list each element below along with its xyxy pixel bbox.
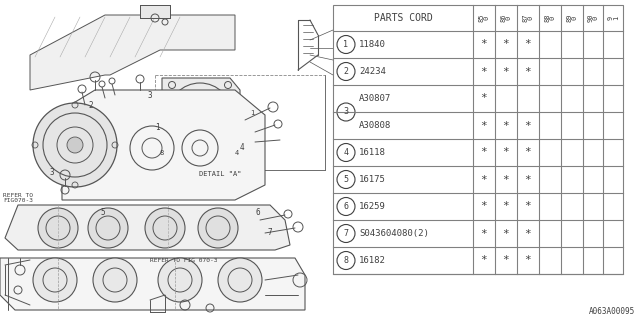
Text: REFER TO
FIG070-3: REFER TO FIG070-3	[3, 193, 33, 203]
Text: DETAIL "A": DETAIL "A"	[199, 171, 241, 177]
Text: 86
0: 86 0	[500, 14, 512, 22]
Polygon shape	[30, 15, 235, 90]
Text: 16182: 16182	[359, 256, 386, 265]
Text: 24234: 24234	[359, 67, 386, 76]
Circle shape	[198, 208, 238, 248]
Text: *: *	[502, 255, 509, 266]
Text: *: *	[481, 121, 488, 131]
Text: 7: 7	[268, 228, 273, 237]
Text: *: *	[502, 148, 509, 157]
Circle shape	[88, 208, 128, 248]
Text: A30808: A30808	[359, 121, 391, 130]
Text: *: *	[502, 67, 509, 76]
Text: *: *	[481, 39, 488, 50]
Circle shape	[145, 208, 185, 248]
Text: 3: 3	[50, 168, 54, 177]
Text: 2: 2	[344, 67, 349, 76]
Text: 89
0: 89 0	[566, 14, 578, 22]
Text: *: *	[525, 121, 531, 131]
Circle shape	[218, 258, 262, 302]
Text: 9
1: 9 1	[607, 16, 619, 20]
Text: REFER TO FIG 070-3: REFER TO FIG 070-3	[150, 258, 218, 263]
Circle shape	[33, 258, 77, 302]
Text: 8: 8	[160, 150, 164, 156]
Text: 4: 4	[240, 143, 244, 152]
Text: *: *	[502, 174, 509, 185]
Text: 4: 4	[235, 150, 239, 156]
Text: *: *	[525, 202, 531, 212]
Text: *: *	[525, 255, 531, 266]
Text: 3: 3	[344, 108, 349, 116]
Text: *: *	[502, 202, 509, 212]
Circle shape	[38, 208, 78, 248]
Text: 8: 8	[344, 256, 349, 265]
Circle shape	[158, 258, 202, 302]
Text: 87
0: 87 0	[522, 14, 534, 22]
Text: 5: 5	[344, 175, 349, 184]
Circle shape	[93, 258, 137, 302]
Text: 6: 6	[255, 208, 260, 217]
Circle shape	[67, 137, 83, 153]
Text: *: *	[502, 39, 509, 50]
Polygon shape	[5, 205, 290, 250]
Text: *: *	[525, 148, 531, 157]
Text: 88
0: 88 0	[544, 14, 556, 22]
Text: 5: 5	[100, 208, 104, 217]
Bar	[333, 5, 623, 274]
Text: 16118: 16118	[359, 148, 386, 157]
Text: *: *	[481, 255, 488, 266]
Text: *: *	[481, 228, 488, 238]
Text: 6: 6	[344, 202, 349, 211]
Polygon shape	[0, 258, 305, 310]
Text: *: *	[481, 148, 488, 157]
Text: *: *	[481, 174, 488, 185]
Text: *: *	[502, 121, 509, 131]
Text: 90
0: 90 0	[588, 14, 599, 22]
Text: *: *	[525, 174, 531, 185]
Text: *: *	[481, 93, 488, 103]
Text: S043604080(2): S043604080(2)	[359, 229, 429, 238]
Circle shape	[194, 109, 206, 121]
Text: 1: 1	[344, 40, 349, 49]
Circle shape	[33, 103, 117, 187]
Text: *: *	[481, 202, 488, 212]
Text: 7: 7	[344, 229, 349, 238]
Polygon shape	[62, 90, 265, 200]
Text: A063A00095: A063A00095	[589, 307, 635, 316]
Polygon shape	[140, 5, 170, 18]
Text: 4: 4	[344, 148, 349, 157]
Text: 85
0: 85 0	[478, 14, 490, 22]
Text: *: *	[525, 228, 531, 238]
Text: 16175: 16175	[359, 175, 386, 184]
Polygon shape	[162, 78, 240, 160]
Text: A30807: A30807	[359, 94, 391, 103]
Text: *: *	[502, 228, 509, 238]
Text: 1: 1	[155, 123, 159, 132]
Text: 1: 1	[250, 110, 254, 116]
Text: 11840: 11840	[359, 40, 386, 49]
Text: 16259: 16259	[359, 202, 386, 211]
Text: 2: 2	[88, 101, 93, 110]
Text: *: *	[525, 67, 531, 76]
Text: 3: 3	[148, 91, 152, 100]
Text: *: *	[525, 39, 531, 50]
Text: PARTS CORD: PARTS CORD	[374, 13, 433, 23]
Text: *: *	[481, 67, 488, 76]
